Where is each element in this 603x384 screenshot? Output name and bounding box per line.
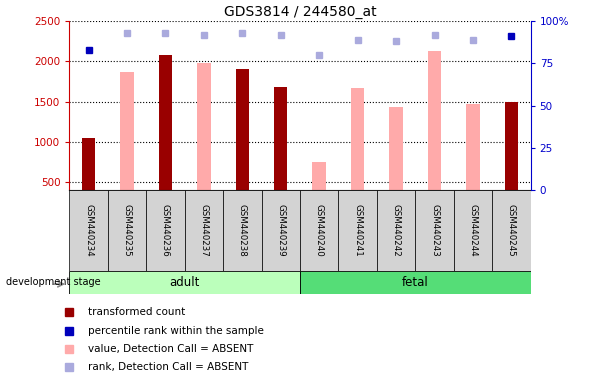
Bar (300, 190, 338, 271)
Bar (185, 190, 223, 271)
Bar (505, 102, 518, 190)
Bar (390, 107, 403, 190)
Bar (377, 190, 415, 271)
Bar (300, 271, 531, 294)
Bar (159, 55, 172, 190)
Text: GSM440238: GSM440238 (238, 204, 247, 257)
Text: rank, Detection Call = ABSENT: rank, Detection Call = ABSENT (88, 362, 248, 372)
Bar (351, 88, 364, 190)
Text: transformed count: transformed count (88, 308, 185, 318)
Bar (69, 271, 300, 294)
Bar (428, 51, 441, 190)
Bar (415, 190, 453, 271)
Bar (454, 190, 492, 271)
Bar (338, 190, 377, 271)
Text: GSM440242: GSM440242 (391, 204, 400, 257)
Text: adult: adult (169, 276, 200, 289)
Bar (466, 104, 480, 190)
Bar (274, 87, 288, 190)
Text: percentile rank within the sample: percentile rank within the sample (88, 326, 264, 336)
Text: development stage: development stage (6, 277, 101, 287)
Title: GDS3814 / 244580_at: GDS3814 / 244580_at (224, 5, 376, 19)
Text: GSM440241: GSM440241 (353, 204, 362, 257)
Bar (223, 190, 262, 271)
Bar (69, 190, 108, 271)
Text: value, Detection Call = ABSENT: value, Detection Call = ABSENT (88, 344, 253, 354)
Bar (82, 138, 95, 190)
Bar (236, 69, 249, 190)
Bar (108, 190, 146, 271)
Bar (146, 190, 185, 271)
Text: GSM440237: GSM440237 (200, 204, 209, 257)
Text: GSM440243: GSM440243 (430, 204, 439, 257)
Bar (120, 72, 134, 190)
Bar (312, 162, 326, 190)
Text: GSM440245: GSM440245 (507, 204, 516, 257)
Text: GSM440235: GSM440235 (122, 204, 131, 257)
Text: GSM440244: GSM440244 (469, 204, 478, 257)
Bar (492, 190, 531, 271)
Bar (197, 63, 210, 190)
Text: GSM440236: GSM440236 (161, 204, 170, 257)
Text: fetal: fetal (402, 276, 429, 289)
Text: GSM440234: GSM440234 (84, 204, 93, 257)
Text: GSM440239: GSM440239 (276, 204, 285, 257)
Text: GSM440240: GSM440240 (315, 204, 324, 257)
Bar (262, 190, 300, 271)
